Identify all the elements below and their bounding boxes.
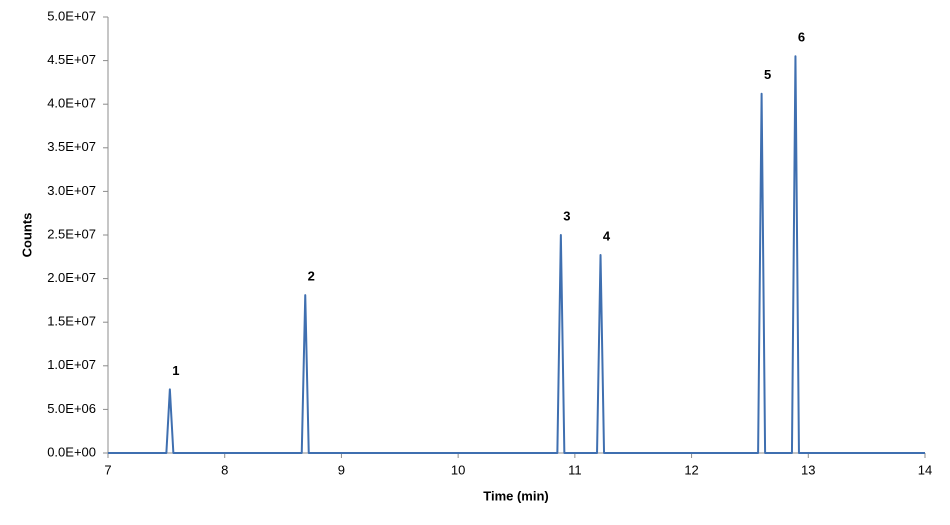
peak-label: 5: [764, 67, 771, 82]
y-tick-label: 1.0E+07: [47, 357, 96, 372]
x-tick-label: 9: [338, 462, 345, 477]
peak-label: 1: [172, 363, 179, 378]
x-tick-label: 14: [918, 462, 932, 477]
y-tick-label: 4.5E+07: [47, 52, 96, 67]
x-tick-label: 12: [684, 462, 698, 477]
y-tick-label: 1.5E+07: [47, 314, 96, 329]
y-tick-label: 0.0E+00: [47, 444, 96, 459]
y-tick-label: 5.0E+06: [47, 401, 96, 416]
chromatogram-line: [108, 55, 925, 454]
peak-label: 4: [603, 228, 611, 243]
x-tick-label: 7: [104, 462, 111, 477]
x-tick-label: 8: [221, 462, 228, 477]
y-tick-label: 4.0E+07: [47, 96, 96, 111]
y-tick-label: 3.0E+07: [47, 183, 96, 198]
x-tick-label: 10: [451, 462, 465, 477]
y-tick-label: 3.5E+07: [47, 139, 96, 154]
x-tick-label: 11: [568, 462, 582, 477]
y-tick-label: 2.5E+07: [47, 226, 96, 241]
y-tick-label: 2.0E+07: [47, 270, 96, 285]
peak-label: 6: [798, 30, 805, 45]
y-axis-title: Counts: [19, 213, 34, 258]
y-tick-label: 5.0E+07: [47, 8, 96, 23]
peak-label: 2: [308, 269, 315, 284]
peak-label: 3: [563, 208, 570, 223]
x-tick-label: 13: [801, 462, 815, 477]
x-axis-title: Time (min): [483, 488, 549, 503]
